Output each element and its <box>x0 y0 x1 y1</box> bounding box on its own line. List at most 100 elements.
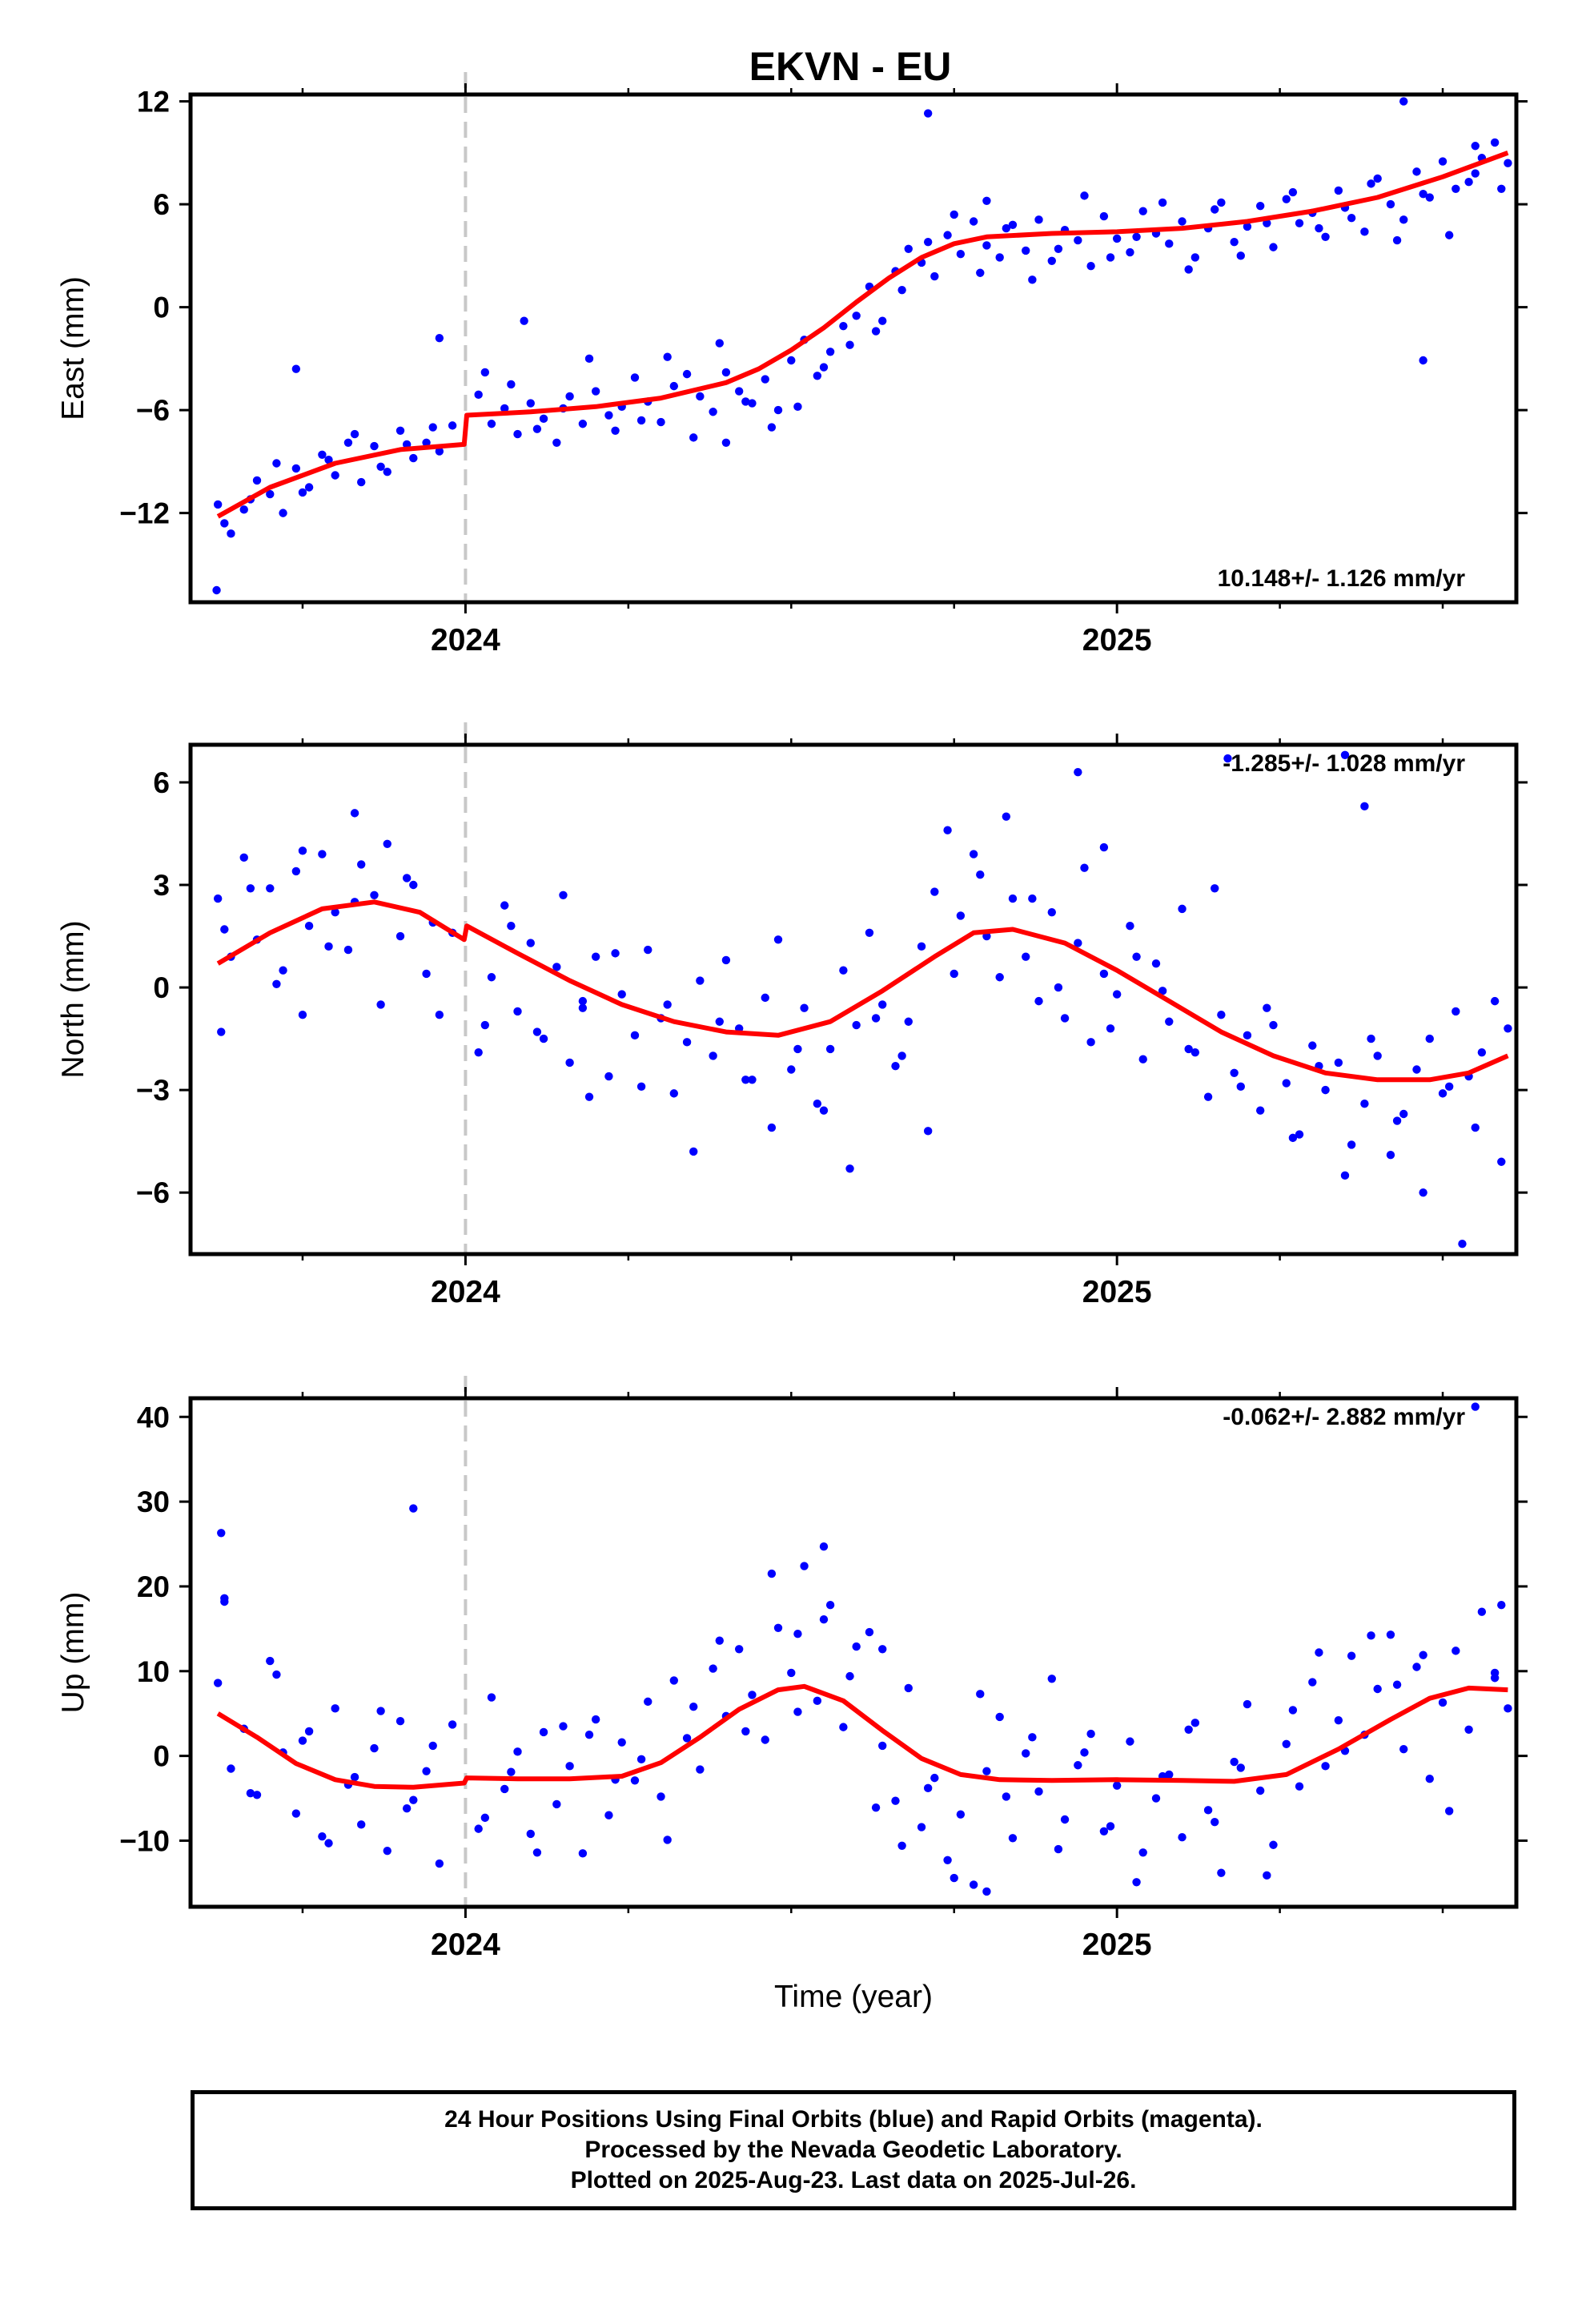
data-point <box>891 1796 900 1805</box>
data-point <box>1099 211 1109 221</box>
data-point <box>1392 235 1402 245</box>
data-point <box>1165 239 1174 248</box>
data-point <box>578 996 588 1006</box>
y-axis-label: East (mm) <box>56 276 90 420</box>
data-point <box>1054 1844 1063 1854</box>
data-point <box>1288 1133 1298 1143</box>
data-point <box>1471 169 1480 178</box>
data-point <box>787 1065 796 1074</box>
data-point <box>422 1767 431 1775</box>
data-point <box>1308 1678 1317 1687</box>
x-tick-label: 2024 <box>431 1275 500 1309</box>
data-point <box>656 1792 665 1801</box>
data-point <box>1490 996 1500 1006</box>
x-tick-label: 2025 <box>1082 1928 1152 1962</box>
data-point <box>604 411 613 420</box>
data-point <box>435 1859 444 1868</box>
data-point <box>630 1031 640 1040</box>
data-point <box>1112 990 1122 999</box>
data-point <box>1263 1003 1271 1012</box>
data-point <box>1022 246 1030 255</box>
data-point <box>343 438 353 448</box>
data-point <box>852 1020 861 1030</box>
data-point <box>220 519 229 528</box>
data-point <box>819 1106 829 1115</box>
data-point <box>246 884 255 893</box>
data-point <box>1028 1733 1037 1742</box>
plot-frame <box>188 742 1519 1256</box>
data-point <box>350 809 359 818</box>
data-point <box>409 1795 418 1804</box>
x-tick-label: 2024 <box>431 623 500 657</box>
data-point <box>871 1014 881 1023</box>
data-point <box>409 1504 418 1513</box>
data-point <box>1504 159 1512 167</box>
data-point <box>976 870 985 879</box>
data-point <box>552 1799 561 1809</box>
data-point <box>982 241 991 250</box>
data-point <box>787 356 796 365</box>
data-point <box>644 945 652 955</box>
data-point <box>1178 217 1186 226</box>
data-point <box>1367 1034 1375 1043</box>
data-point <box>715 1636 724 1645</box>
data-point <box>513 429 522 439</box>
plot-frame <box>188 92 1519 605</box>
data-point <box>324 942 333 951</box>
data-point <box>1334 186 1343 195</box>
data-point <box>644 1697 652 1707</box>
y-tick-label: 6 <box>153 188 170 221</box>
data-point <box>428 1741 437 1751</box>
data-point <box>871 327 881 336</box>
data-point <box>1269 243 1278 251</box>
footer-note-box: 24 Hour Positions Using Final Orbits (bl… <box>191 2090 1516 2210</box>
data-point <box>1008 220 1018 229</box>
data-point <box>1060 1014 1070 1023</box>
data-point <box>357 860 366 869</box>
data-point <box>370 1743 379 1753</box>
data-point <box>943 826 952 834</box>
y-tick-label: 30 <box>137 1486 170 1518</box>
y-tick-label: −3 <box>136 1074 170 1107</box>
data-point <box>1230 1068 1239 1077</box>
data-point <box>904 1017 913 1026</box>
data-point <box>956 1810 966 1819</box>
data-point <box>1054 244 1063 253</box>
data-point <box>266 489 275 499</box>
data-point <box>279 966 287 975</box>
data-point <box>1373 174 1382 183</box>
data-point <box>995 973 1004 982</box>
data-point <box>435 333 444 343</box>
data-point <box>773 1623 783 1633</box>
data-point <box>1504 1024 1512 1033</box>
data-point <box>370 891 379 900</box>
data-point <box>923 1783 933 1793</box>
data-point <box>696 392 705 401</box>
y-tick-label: −6 <box>136 394 170 427</box>
data-point <box>1386 1151 1395 1160</box>
data-point <box>331 907 339 917</box>
data-point <box>767 1569 777 1578</box>
data-point <box>480 1020 490 1030</box>
data-point <box>402 1804 412 1813</box>
data-point <box>734 1645 744 1654</box>
model-fit-line <box>216 150 1509 519</box>
data-point <box>383 1846 391 1856</box>
data-point <box>272 459 281 468</box>
data-point <box>539 414 548 424</box>
data-point <box>1321 1085 1330 1095</box>
observation-points <box>213 750 1512 1248</box>
data-point <box>1393 0 1401 4</box>
data-point <box>1477 1607 1487 1616</box>
data-point <box>1184 1725 1193 1735</box>
data-point <box>721 438 731 448</box>
data-point <box>1263 1871 1271 1880</box>
data-point <box>1347 1651 1356 1660</box>
data-point <box>819 363 829 372</box>
data-point <box>1126 922 1134 931</box>
data-point <box>1347 1140 1356 1149</box>
data-point <box>1452 1007 1460 1016</box>
data-point <box>741 397 750 406</box>
data-point <box>682 1734 692 1743</box>
data-point <box>1412 167 1421 176</box>
